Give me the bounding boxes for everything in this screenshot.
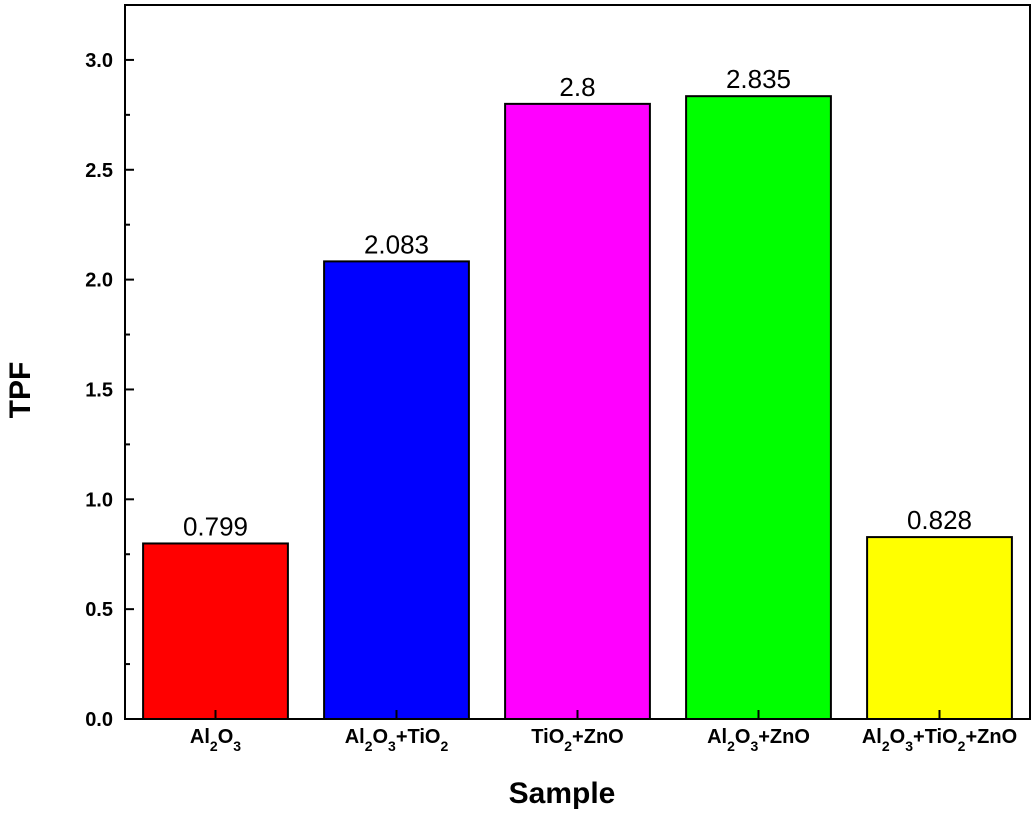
- bar: [685, 95, 832, 721]
- bar-value-label: 2.8: [559, 72, 595, 102]
- bar: [323, 260, 470, 720]
- y-tick-label: 1.5: [85, 379, 113, 401]
- y-tick-label: 1.0: [85, 489, 113, 511]
- bar: [504, 102, 651, 721]
- x-category-label: Al2O3+TiO2+ZnO: [862, 726, 1017, 754]
- y-tick-label: 0.5: [85, 599, 113, 621]
- y-tick-label: 2.5: [85, 160, 113, 182]
- bar: [142, 542, 289, 720]
- y-tick-label: 3.0: [85, 50, 113, 72]
- x-axis: Al2O3 Al2O3+TiO2 TiO2+ZnO Al2O3+ZnO Al2O3+Ti…: [190, 710, 1017, 754]
- data-labels: 0.799 2.083 2.8 2.835 0.828: [183, 64, 972, 541]
- y-axis-title: TPF: [4, 362, 37, 419]
- x-axis-title: Sample: [509, 777, 616, 810]
- y-tick-label: 2.0: [85, 270, 113, 292]
- x-category-label: Al2O3: [190, 726, 241, 754]
- bar-series: [142, 95, 1013, 721]
- y-tick-label: 0.0: [85, 709, 113, 731]
- x-category-label: Al2O3+ZnO: [707, 726, 810, 754]
- x-category-label: Al2O3+TiO2: [345, 726, 449, 754]
- bar-value-label: 0.799: [183, 511, 248, 541]
- bar: [866, 536, 1013, 721]
- y-axis: 0.0 0.5 1.0 1.5 2.0 2.5 3.0: [85, 50, 134, 731]
- bar-value-label: 2.083: [364, 229, 429, 259]
- bar-value-label: 0.828: [907, 505, 972, 535]
- bar-value-label: 2.835: [726, 64, 791, 94]
- x-category-label: TiO2+ZnO: [531, 726, 623, 754]
